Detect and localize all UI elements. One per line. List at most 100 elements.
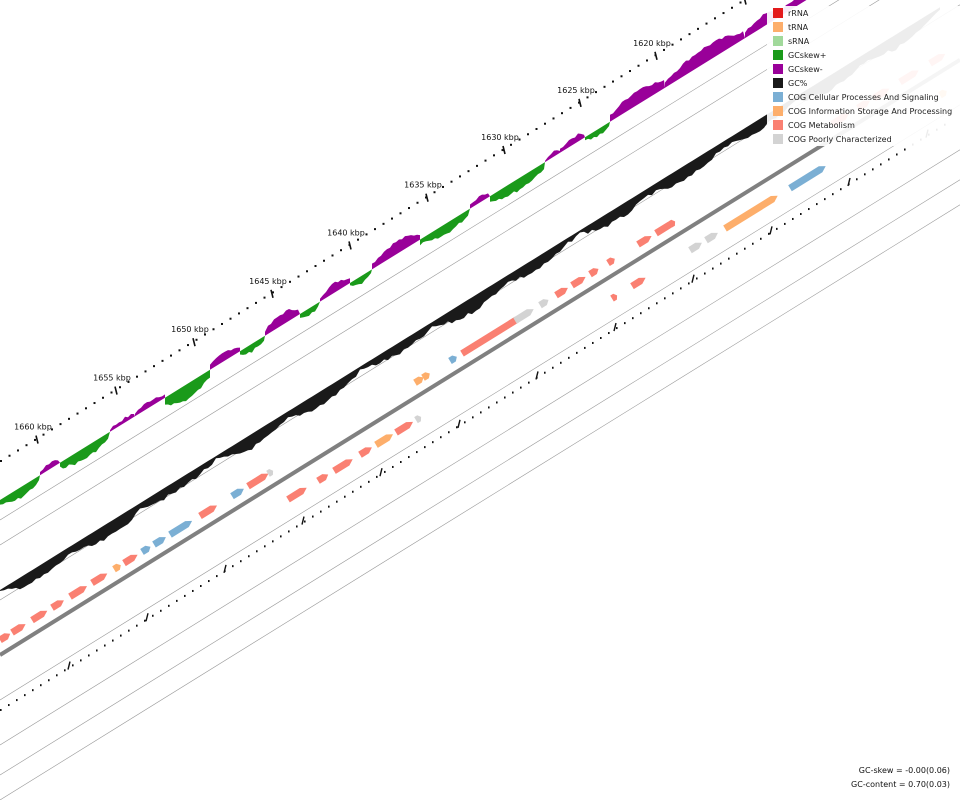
ruler-dot — [671, 43, 674, 46]
ruler-dot — [68, 417, 70, 420]
cog-metabolism-gene — [316, 474, 329, 484]
ruler-dot — [544, 122, 546, 125]
legend-swatch-trna — [773, 22, 783, 32]
ruler-dot — [467, 170, 470, 173]
gc-content-stat: GC-content = 0.70(0.03) — [851, 780, 950, 789]
outer-tick-dot — [344, 495, 346, 498]
outer-major-tick — [67, 661, 71, 670]
outer-tick-dot — [296, 525, 298, 528]
gc-skew-negative-area — [320, 278, 350, 302]
legend-swatch-cog-metabolism — [773, 120, 783, 130]
outer-tick-ruler — [0, 123, 946, 711]
cog-metabolism-gene — [394, 421, 413, 436]
cog-metabolism-gene — [570, 276, 586, 289]
ruler-dot — [204, 333, 206, 336]
ruler-dot — [263, 296, 266, 299]
cog-poorly-gene — [688, 242, 702, 254]
cog-metabolism-gene — [30, 610, 48, 624]
ruler-dot — [25, 444, 28, 447]
gc-skew-positive-area — [300, 301, 320, 318]
ruler-dot — [374, 228, 376, 231]
ruler-dot — [484, 159, 487, 162]
cog-cellular-gene — [140, 545, 151, 555]
cog-information-gene — [112, 563, 121, 573]
ruler-major-tick — [35, 435, 39, 444]
ruler-dot — [510, 143, 512, 146]
gc-skew-negative-area — [470, 193, 490, 209]
ruler-dot — [136, 375, 138, 378]
legend: rRNA tRNA sRNA GCskew+ GCskew- GC% COG C… — [767, 6, 960, 146]
legend-item-cog-information: COG Information Storage And Processing — [767, 104, 960, 118]
gc-skew-positive-area — [350, 269, 372, 286]
outer-tick-dot — [360, 485, 362, 488]
outer-tick-dot — [384, 470, 386, 473]
ruler-dot — [76, 412, 79, 415]
ruler-dot — [280, 286, 283, 289]
outer-tick-dot — [608, 332, 610, 335]
ruler-dot — [289, 280, 291, 283]
gc-content-area — [0, 7, 940, 591]
outer-tick-dot — [624, 322, 626, 325]
guide-line — [0, 104, 960, 701]
cog-cellular-gene — [448, 355, 457, 364]
ruler-dot — [246, 307, 249, 310]
ruler-dot — [195, 338, 198, 341]
legend-label: COG Metabolism — [788, 120, 855, 130]
cog-metabolism-gene — [90, 573, 108, 586]
ruler-dot — [646, 59, 648, 62]
ruler-dot — [255, 301, 257, 304]
outer-tick-dot — [896, 153, 898, 156]
ruler-dot — [578, 101, 580, 104]
cog-metabolism-gene — [246, 473, 269, 490]
cog-metabolism-gene — [68, 586, 87, 600]
outer-tick-dot — [728, 257, 730, 260]
ruler-dot — [314, 265, 317, 268]
outer-tick-dot — [56, 674, 58, 677]
legend-label: COG Information Storage And Processing — [788, 106, 953, 116]
outer-tick-dot — [576, 351, 578, 354]
ruler-dot — [586, 96, 589, 99]
outer-tick-dot — [168, 604, 170, 607]
ruler-major-tick — [192, 338, 196, 347]
ruler-dot — [323, 259, 325, 262]
cog-information-gene — [374, 434, 393, 448]
legend-item-gc-percent: GC% — [767, 76, 960, 90]
legend-item-srna: sRNA — [767, 34, 960, 48]
cog-cellular-gene — [152, 537, 166, 548]
cog-metabolism-gene — [198, 505, 217, 519]
outer-tick-dot — [88, 654, 90, 657]
outer-tick-dot — [560, 361, 562, 364]
ruler-dot — [612, 80, 614, 83]
ruler-major-tick — [744, 0, 747, 5]
outer-tick-dot — [744, 247, 746, 250]
legend-swatch-cog-poorly — [773, 134, 783, 144]
legend-item-rrna: rRNA — [767, 6, 960, 20]
ruler-dot — [59, 423, 62, 426]
gc-skew-negative-area — [665, 31, 745, 88]
ruler-label: 1645 kbp — [249, 277, 287, 286]
legend-item-cog-metabolism: COG Metabolism — [767, 118, 960, 132]
outer-tick-dot — [408, 456, 410, 459]
legend-item-trna: tRNA — [767, 20, 960, 34]
outer-tick-dot — [392, 465, 394, 468]
ruler-dot — [331, 254, 334, 257]
outer-tick-dot — [704, 272, 706, 275]
ruler-dot — [535, 127, 538, 130]
outer-tick-dot — [40, 684, 42, 687]
ruler-dot — [93, 402, 96, 405]
outer-tick-dot — [792, 217, 794, 220]
legend-label: GCskew- — [788, 64, 823, 74]
outer-tick-dot — [840, 188, 842, 191]
ruler-dot — [391, 217, 393, 220]
cog-metabolism-gene — [610, 293, 618, 302]
cog-metabolism-gene — [332, 459, 353, 474]
outer-tick-dot — [208, 580, 210, 583]
outer-tick-dot — [368, 480, 370, 483]
outer-tick-dot — [784, 222, 786, 225]
guide-line — [0, 179, 960, 776]
ruler-dot — [442, 185, 444, 188]
ruler-dot — [697, 27, 699, 30]
legend-swatch-gc-percent — [773, 78, 783, 88]
outer-tick-dot — [32, 689, 34, 692]
ruler-dot — [476, 164, 478, 167]
